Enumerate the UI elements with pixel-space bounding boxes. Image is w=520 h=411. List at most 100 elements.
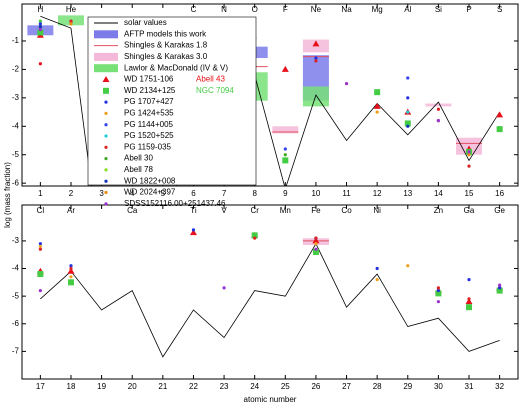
legend-symbol	[102, 76, 110, 82]
marker	[435, 290, 442, 297]
legend-label: WD 1822+008	[124, 176, 176, 185]
y-tick-label: -6	[12, 319, 20, 328]
legend-label: SDSS152116.00+251437.46	[124, 199, 226, 208]
x-tick-label: 11	[342, 189, 351, 198]
legend-label: Abell 78	[124, 165, 153, 174]
x-tick-label: 25	[281, 382, 290, 391]
marker	[465, 298, 473, 305]
marker	[436, 289, 440, 293]
marker	[496, 111, 504, 118]
marker	[373, 102, 381, 109]
element-label: Ga	[464, 206, 475, 215]
marker	[283, 153, 287, 157]
marker	[375, 277, 379, 282]
x-tick-label: 13	[403, 189, 412, 198]
marker	[314, 236, 318, 240]
element-label: Na	[341, 5, 352, 14]
legend-symbol	[94, 64, 118, 73]
legend-symbol	[104, 100, 108, 104]
marker	[38, 22, 42, 26]
marker	[436, 300, 440, 304]
x-tick-label: 2	[69, 189, 74, 198]
legend-label: AFTP models this work	[124, 29, 207, 38]
marker	[314, 56, 318, 60]
marker	[38, 242, 42, 246]
marker	[436, 107, 440, 111]
solar-line	[40, 242, 500, 358]
y-tick-label: -3	[12, 93, 20, 102]
legend-label: Shingles & Karakas 3.0	[124, 52, 208, 61]
marker	[69, 266, 73, 271]
x-tick-label: 15	[465, 189, 474, 198]
marker	[67, 267, 75, 274]
x-tick-label: 4	[130, 189, 135, 198]
x-tick-label: 16	[495, 189, 504, 198]
element-label: Ti	[190, 206, 197, 215]
marker	[496, 126, 503, 133]
element-label: O	[252, 5, 258, 14]
element-label: Si	[435, 5, 442, 14]
x-tick-label: 31	[465, 382, 474, 391]
x-tick-label: 6	[191, 189, 196, 198]
x-tick-label: 24	[250, 382, 259, 391]
marker	[314, 59, 318, 63]
marker	[251, 232, 258, 239]
element-label: He	[66, 5, 77, 14]
marker	[312, 248, 319, 255]
element-label: Zn	[434, 206, 443, 215]
y-tick-label: -4	[12, 264, 20, 273]
x-tick-label: 22	[189, 382, 198, 391]
x-tick-label: 30	[434, 382, 443, 391]
marker	[406, 96, 410, 100]
x-tick-label: 10	[311, 189, 320, 198]
x-tick-label: 18	[67, 382, 76, 391]
marker	[496, 287, 503, 294]
element-label: H	[37, 5, 43, 14]
element-label: Ar	[67, 206, 75, 215]
plot-area	[36, 228, 504, 358]
element-label: N	[221, 5, 227, 14]
marker	[38, 27, 42, 32]
y-tick-label: -5	[12, 150, 20, 159]
legend-symbol	[104, 190, 108, 195]
marker	[467, 277, 471, 282]
marker	[37, 29, 44, 36]
y-axis-label: log (mass fraction)	[3, 162, 12, 228]
x-tick-label: 8	[252, 189, 257, 198]
x-tick-label: 29	[403, 382, 412, 391]
x-tick-label: 20	[128, 382, 137, 391]
marker	[281, 65, 289, 72]
element-label: P	[466, 5, 471, 14]
marker	[344, 82, 349, 86]
marker	[314, 247, 318, 251]
legend-symbol	[104, 157, 108, 161]
legend: solar values AFTP models this work Shingle…	[87, 16, 257, 208]
legend-label: Abell 30	[124, 154, 153, 163]
marker	[436, 118, 440, 123]
y-tick-label: -6	[12, 178, 20, 187]
marker	[38, 244, 42, 249]
y-tick-label: -1	[12, 36, 20, 45]
legend-label: PG 1707+427	[124, 97, 174, 106]
marker	[69, 275, 73, 279]
legend-label: PG 1144+005	[124, 120, 174, 129]
marker	[69, 22, 73, 26]
legend-label: PG 1424+535	[124, 109, 174, 118]
legend-label: PG 1520+525	[124, 131, 174, 140]
element-label: Mg	[372, 5, 383, 14]
x-axis-label: atomic number	[244, 395, 297, 404]
element-label: Fe	[311, 206, 321, 215]
legend-label: Abell 43	[196, 75, 225, 84]
legend-label: Lawlor & MacDonald (IV & V)	[124, 63, 228, 72]
x-tick-label: 26	[311, 382, 320, 391]
element-label: Mn	[280, 206, 291, 215]
marker	[375, 266, 379, 271]
legend-symbol	[103, 87, 109, 94]
element-label: Cl	[37, 206, 45, 215]
marker	[222, 286, 226, 290]
x-tick-label: 9	[283, 189, 288, 198]
marker	[38, 25, 42, 29]
marker	[467, 297, 471, 301]
marker	[406, 76, 410, 80]
